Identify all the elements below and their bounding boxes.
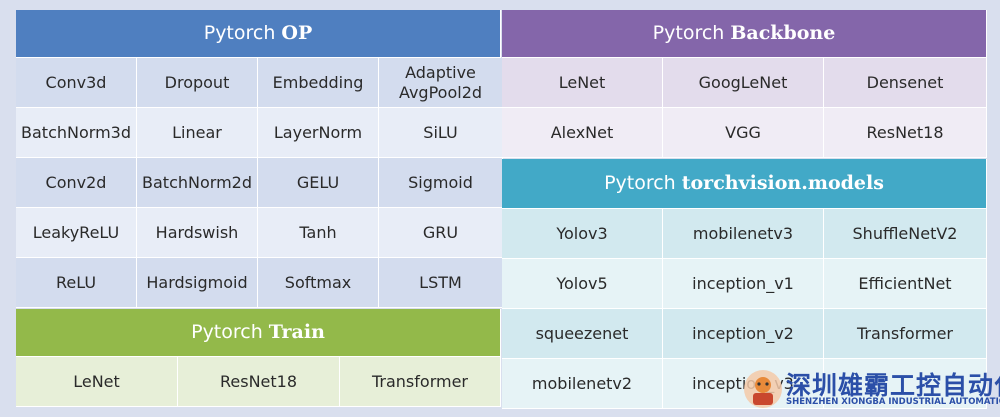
backbone-cell: AlexNet [502,108,663,158]
torchvision-cell: mobilenetv2 [502,359,663,409]
torchvision-cell: inception_v1 [663,259,824,309]
op-cell: LayerNorm [258,108,379,158]
company-logo-icon [744,370,782,408]
op-cell: LSTM [379,258,503,308]
header-emphasis: Backbone [730,21,836,44]
op-cell: Hardsigmoid [137,258,258,308]
torchvision-cell: squeezenet [502,309,663,359]
op-cell: SiLU [379,108,503,158]
header-prefix: Pytorch [191,320,263,343]
company-name-en: SHENZHEN XIONGBA INDUSTRIAL AUTOMATION [786,397,1000,407]
op-cell: BatchNorm2d [137,158,258,208]
op-cell: Hardswish [137,208,258,258]
op-cell: Tanh [258,208,379,258]
op-cell: Sigmoid [379,158,503,208]
torchvision-cell: Transformer [824,309,987,359]
torchvision-cell: EfficientNet [824,259,987,309]
backbone-cell: LeNet [502,58,663,108]
header-prefix: Pytorch [652,21,725,44]
op-cell: Adaptive AvgPool2d [379,58,503,108]
pytorch-torchvision-header: Pytorch torchvision.models [502,159,987,209]
header-emphasis: OP [281,21,313,44]
pytorch-train-header: Pytorch Train [16,309,501,357]
backbone-cell: Densenet [824,58,987,108]
op-cell: Softmax [258,258,379,308]
op-cell: BatchNorm3d [16,108,137,158]
backbone-cell: GoogLeNet [663,58,824,108]
pytorch-backbone-header: Pytorch Backbone [502,10,987,58]
company-watermark: 深圳雄霸工控自动化 SHENZHEN XIONGBA INDUSTRIAL AU… [742,362,1000,414]
op-cell: Linear [137,108,258,158]
op-cell: Dropout [137,58,258,108]
header-prefix: Pytorch [203,21,276,44]
torchvision-cell: mobilenetv3 [663,209,824,259]
train-cell: Transformer [340,357,501,407]
torchvision-cell [824,359,987,409]
torchvision-cell: inception_v2 [663,309,824,359]
backbone-cell: ResNet18 [824,108,987,158]
pytorch-op-header: Pytorch OP [16,10,501,58]
train-cell: LeNet [16,357,178,407]
torchvision-cell: Yolov5 [502,259,663,309]
op-cell: Conv2d [16,158,137,208]
header-prefix: Pytorch [604,171,676,194]
train-cell: ResNet18 [178,357,340,407]
op-cell: ReLU [16,258,137,308]
torchvision-cell: ShuffleNetV2 [824,209,987,259]
op-cell: GRU [379,208,503,258]
op-cell: GELU [258,158,379,208]
op-cell: LeakyReLU [16,208,137,258]
company-name-cn: 深圳雄霸工控自动化 [786,371,1000,400]
header-emphasis: torchvision.models [681,171,884,194]
op-cell: Embedding [258,58,379,108]
backbone-cell: VGG [663,108,824,158]
torchvision-cell: Yolov3 [502,209,663,259]
header-emphasis: Train [268,320,325,343]
op-cell: Conv3d [16,58,137,108]
